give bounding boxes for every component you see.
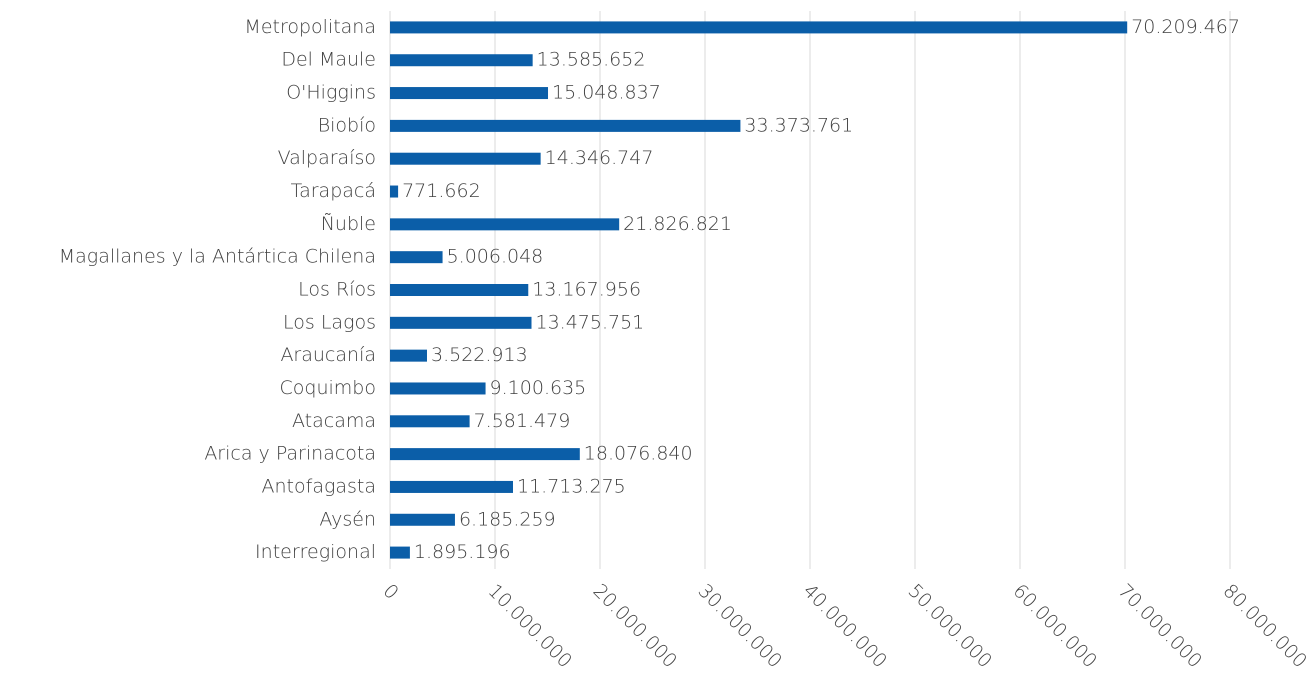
y-tick-label: Ñuble (321, 212, 376, 235)
y-tick-label: Atacama (292, 410, 376, 432)
y-tick-label: Valparaíso (278, 147, 376, 169)
y-tick-label: Los Lagos (283, 311, 376, 333)
y-tick-label: Interregional (255, 541, 376, 563)
data-label: 1.895.196 (414, 541, 511, 563)
data-label: 13.475.751 (535, 311, 644, 333)
bar (390, 21, 1128, 34)
bar (390, 152, 541, 165)
x-tick-label: 0 (379, 580, 403, 604)
bar (390, 119, 741, 132)
x-tick-label: 30.000.000 (694, 580, 786, 672)
bar (390, 546, 410, 559)
data-label: 14.346.747 (545, 147, 654, 169)
data-label: 21.826.821 (623, 213, 732, 235)
x-tick-label: 60.000.000 (1009, 580, 1101, 672)
y-tick-label: Coquimbo (280, 377, 376, 399)
bar (390, 513, 455, 526)
data-label: 13.167.956 (532, 279, 641, 301)
bar (390, 251, 443, 264)
y-tick-label: Metropolitana (244, 16, 376, 38)
data-label: 70.209.467 (1131, 16, 1240, 38)
y-tick-label: O'Higgins (286, 82, 376, 104)
x-tick-label: 10.000.000 (484, 580, 576, 672)
y-tick-label: Los Ríos (298, 279, 376, 301)
bar (390, 185, 399, 198)
data-label: 771.662 (402, 180, 481, 202)
bar (390, 87, 549, 100)
bar (390, 349, 427, 362)
bar (390, 54, 533, 67)
bar (390, 480, 513, 493)
bar (390, 316, 532, 329)
x-tick-label: 50.000.000 (904, 580, 996, 672)
x-tick-label: 20.000.000 (589, 580, 681, 672)
bar (390, 448, 580, 461)
x-tick-label: 80.000.000 (1219, 580, 1308, 672)
bar (390, 218, 620, 231)
data-label: 13.585.652 (537, 49, 646, 71)
y-tick-label: Magallanes y la Antártica Chilena (59, 246, 376, 268)
bar (390, 284, 529, 296)
x-tick-label: 40.000.000 (799, 580, 891, 672)
bar (390, 415, 470, 428)
x-tick-label: 70.000.000 (1114, 580, 1206, 672)
data-label: 15.048.837 (552, 82, 661, 104)
data-label: 33.373.761 (744, 114, 853, 136)
y-tick-label: Biobío (318, 114, 376, 136)
data-label: 7.581.479 (474, 410, 571, 432)
data-label: 6.185.259 (459, 508, 556, 530)
data-label: 9.100.635 (490, 377, 587, 399)
data-label: 5.006.048 (447, 246, 544, 268)
data-label: 18.076.840 (584, 443, 693, 465)
y-tick-label: Arica y Parinacota (204, 443, 376, 465)
y-tick-label: Araucanía (280, 344, 376, 366)
y-tick-label: Antofagasta (262, 475, 376, 497)
data-label: 11.713.275 (517, 475, 626, 497)
bar (390, 382, 486, 395)
y-tick-label: Tarapacá (291, 180, 376, 202)
data-label: 3.522.913 (431, 344, 528, 366)
y-tick-label: Aysén (319, 508, 376, 530)
y-tick-label: Del Maule (281, 49, 376, 71)
